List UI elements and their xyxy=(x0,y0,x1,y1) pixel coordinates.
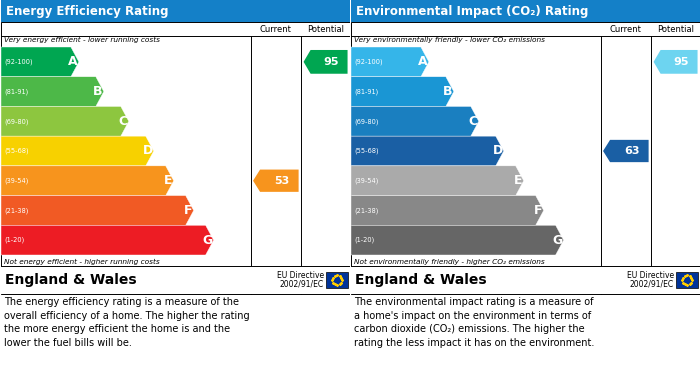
Text: C: C xyxy=(469,115,478,128)
Polygon shape xyxy=(351,196,544,225)
Text: (55-68): (55-68) xyxy=(354,148,379,154)
Polygon shape xyxy=(1,196,194,225)
Text: G: G xyxy=(202,234,213,247)
Polygon shape xyxy=(351,136,504,166)
Polygon shape xyxy=(304,50,348,74)
Polygon shape xyxy=(1,77,104,106)
Text: (39-54): (39-54) xyxy=(4,178,29,184)
Text: Very energy efficient - lower running costs: Very energy efficient - lower running co… xyxy=(4,37,160,43)
Text: (81-91): (81-91) xyxy=(4,88,28,95)
Polygon shape xyxy=(1,47,79,77)
Text: Environmental Impact (CO₂) Rating: Environmental Impact (CO₂) Rating xyxy=(356,5,589,18)
Bar xyxy=(351,22,700,294)
Text: (21-38): (21-38) xyxy=(4,207,29,213)
Text: EU Directive: EU Directive xyxy=(627,271,674,280)
Bar xyxy=(676,272,698,288)
Bar xyxy=(1,266,350,294)
Text: Potential: Potential xyxy=(307,25,344,34)
Bar xyxy=(1,0,350,22)
Text: (55-68): (55-68) xyxy=(4,148,29,154)
Bar xyxy=(1,22,350,294)
Text: EU Directive: EU Directive xyxy=(277,271,324,280)
Text: (81-91): (81-91) xyxy=(354,88,378,95)
Text: The environmental impact rating is a measure of
a home's impact on the environme: The environmental impact rating is a mea… xyxy=(354,297,594,348)
Polygon shape xyxy=(654,50,698,74)
Polygon shape xyxy=(603,140,649,162)
Text: 2002/91/EC: 2002/91/EC xyxy=(630,280,674,289)
Text: 63: 63 xyxy=(624,146,639,156)
Text: D: D xyxy=(493,145,503,158)
Text: 95: 95 xyxy=(673,57,689,67)
Text: Current: Current xyxy=(610,25,642,34)
Text: 53: 53 xyxy=(274,176,289,186)
Text: (1-20): (1-20) xyxy=(354,237,374,243)
Text: Energy Efficiency Rating: Energy Efficiency Rating xyxy=(6,5,169,18)
Text: Potential: Potential xyxy=(657,25,694,34)
Text: F: F xyxy=(184,204,192,217)
Bar xyxy=(351,0,700,22)
Text: Not energy efficient - higher running costs: Not energy efficient - higher running co… xyxy=(4,259,160,265)
Text: (69-80): (69-80) xyxy=(354,118,379,125)
Text: E: E xyxy=(164,174,173,187)
Text: E: E xyxy=(514,174,523,187)
Text: (21-38): (21-38) xyxy=(354,207,379,213)
Polygon shape xyxy=(351,225,564,255)
Polygon shape xyxy=(351,77,454,106)
Text: England & Wales: England & Wales xyxy=(355,273,486,287)
Text: G: G xyxy=(552,234,563,247)
Text: B: B xyxy=(443,85,453,98)
Text: (1-20): (1-20) xyxy=(4,237,25,243)
Polygon shape xyxy=(1,225,213,255)
Text: England & Wales: England & Wales xyxy=(5,273,136,287)
Polygon shape xyxy=(253,170,299,192)
Polygon shape xyxy=(351,166,524,196)
Text: (69-80): (69-80) xyxy=(4,118,29,125)
Text: 95: 95 xyxy=(323,57,339,67)
Bar xyxy=(326,272,348,288)
Polygon shape xyxy=(1,166,174,196)
Text: Very environmentally friendly - lower CO₂ emissions: Very environmentally friendly - lower CO… xyxy=(354,37,545,43)
Bar xyxy=(351,266,700,294)
Text: F: F xyxy=(534,204,542,217)
Text: B: B xyxy=(93,85,103,98)
Text: A: A xyxy=(68,56,78,68)
Text: C: C xyxy=(119,115,128,128)
Text: (92-100): (92-100) xyxy=(4,59,33,65)
Bar xyxy=(350,0,351,391)
Text: A: A xyxy=(418,56,428,68)
Text: The energy efficiency rating is a measure of the
overall efficiency of a home. T: The energy efficiency rating is a measur… xyxy=(4,297,250,348)
Text: (92-100): (92-100) xyxy=(354,59,383,65)
Text: D: D xyxy=(143,145,153,158)
Text: 2002/91/EC: 2002/91/EC xyxy=(280,280,324,289)
Text: (39-54): (39-54) xyxy=(354,178,379,184)
Polygon shape xyxy=(1,136,154,166)
Polygon shape xyxy=(351,106,479,136)
Polygon shape xyxy=(351,47,429,77)
Polygon shape xyxy=(1,106,129,136)
Text: Current: Current xyxy=(260,25,292,34)
Text: Not environmentally friendly - higher CO₂ emissions: Not environmentally friendly - higher CO… xyxy=(354,259,545,265)
